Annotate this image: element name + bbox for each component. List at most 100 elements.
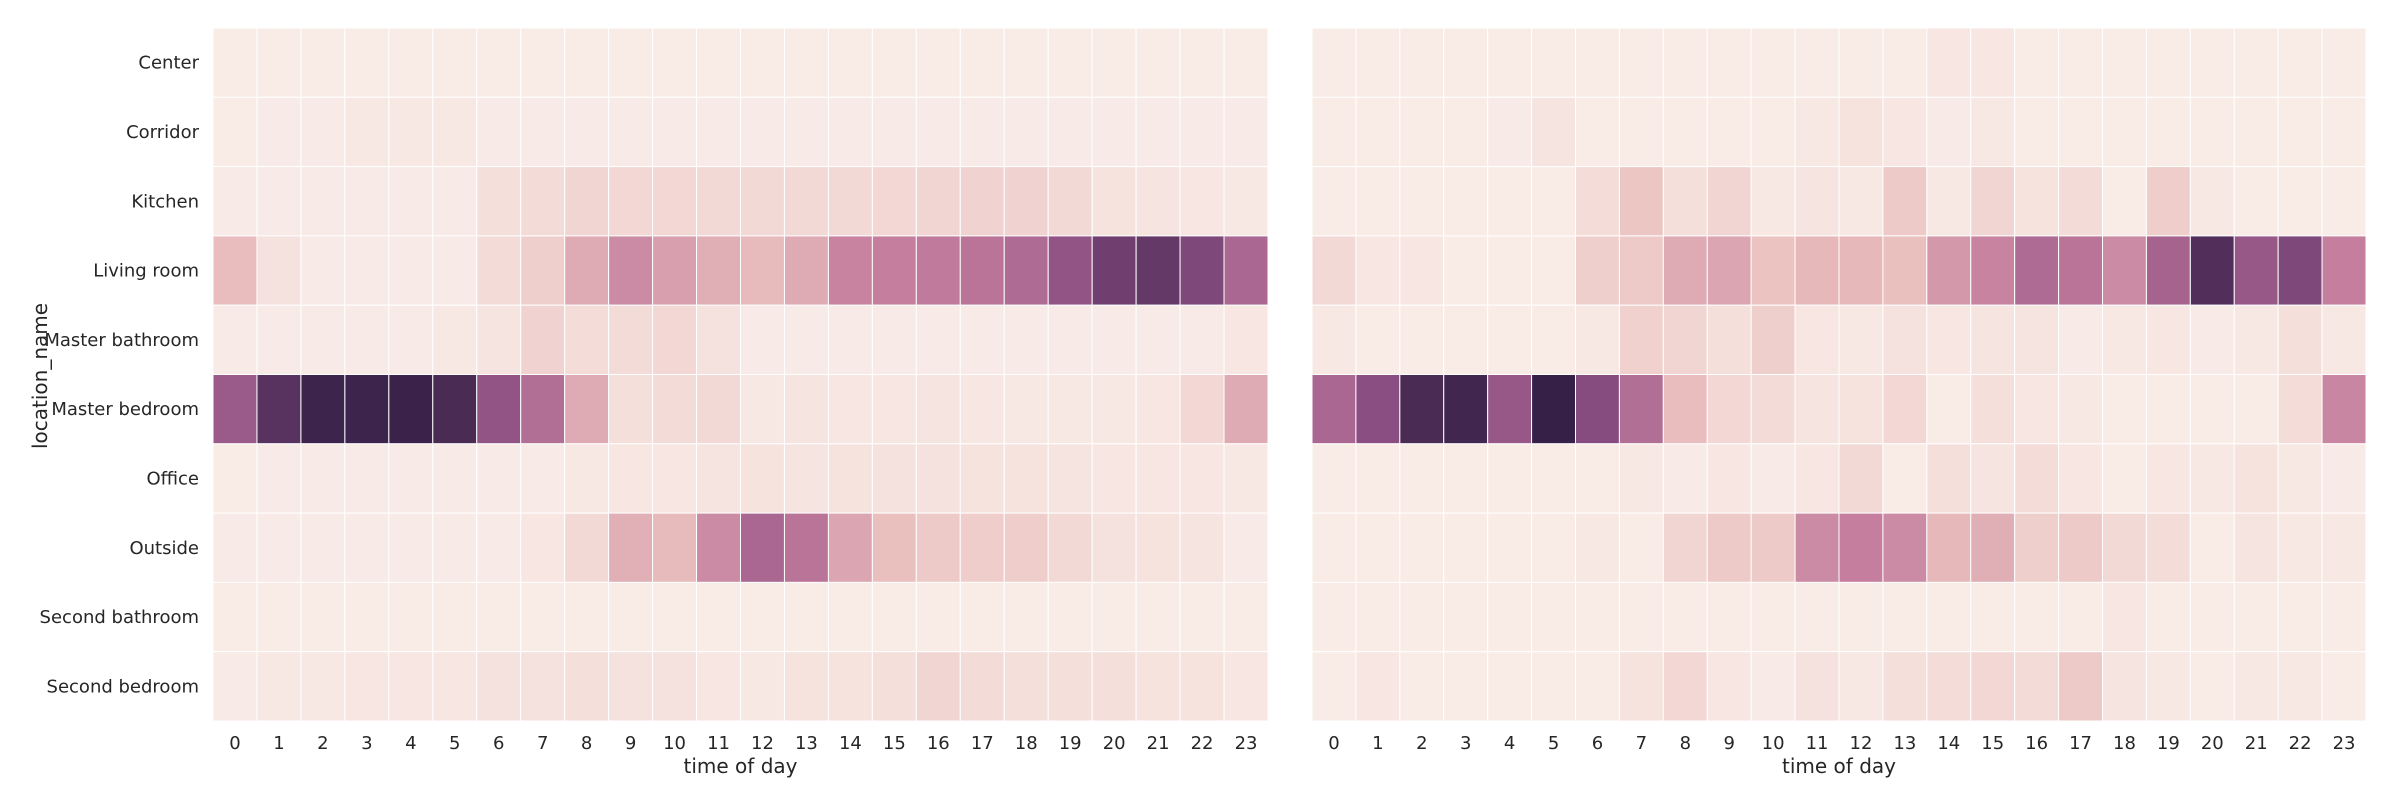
heatmap-cell — [345, 444, 389, 513]
heatmap-cell — [741, 305, 785, 374]
heatmap-cell — [2146, 582, 2190, 651]
heatmap-cell — [1400, 513, 1444, 582]
heatmap-cell — [1312, 375, 1356, 444]
heatmap-cell — [609, 167, 653, 236]
y-tick-label: Living room — [93, 261, 199, 282]
heatmap-cell — [697, 513, 741, 582]
heatmap-cell — [653, 444, 697, 513]
heatmap-cell — [1883, 582, 1927, 651]
heatmap-cell — [2146, 305, 2190, 374]
heatmap-cell — [1532, 513, 1576, 582]
heatmap-cell — [1707, 28, 1751, 97]
heatmap-cell — [213, 444, 257, 513]
x-tick-label: 14 — [839, 733, 862, 754]
heatmap-cell — [784, 375, 828, 444]
heatmap-cell — [1751, 513, 1795, 582]
heatmap-cell — [916, 444, 960, 513]
heatmap-cell — [872, 97, 916, 166]
heatmap-cell — [960, 28, 1004, 97]
heatmap-cell — [916, 236, 960, 305]
heatmap-cell — [433, 305, 477, 374]
heatmap-cell — [433, 97, 477, 166]
heatmap-cell — [2015, 236, 2059, 305]
heatmap-cell — [784, 167, 828, 236]
heatmap-cell — [1707, 375, 1751, 444]
x-tick-label: 21 — [2245, 733, 2268, 754]
heatmap-cell — [2103, 236, 2147, 305]
heatmap-cell — [213, 375, 257, 444]
heatmap-cell — [433, 444, 477, 513]
heatmap-cell — [1883, 167, 1927, 236]
heatmap-cell — [1488, 652, 1532, 721]
heatmap-cell — [1048, 28, 1092, 97]
heatmap-cell — [2190, 444, 2234, 513]
heatmap-cell — [2059, 236, 2103, 305]
heatmap-cell — [828, 28, 872, 97]
heatmap-cell — [1400, 97, 1444, 166]
heatmap-cell — [916, 582, 960, 651]
x-tick-label: 13 — [1893, 733, 1916, 754]
heatmap-cell — [1532, 444, 1576, 513]
heatmap-cell — [345, 652, 389, 721]
x-tick-label: 5 — [1548, 733, 1559, 754]
heatmap-cell — [2015, 97, 2059, 166]
heatmap-cell — [1619, 444, 1663, 513]
heatmap-cell — [2322, 375, 2366, 444]
heatmap-cell — [2190, 513, 2234, 582]
heatmap-cell — [1663, 97, 1707, 166]
heatmap-cell — [301, 652, 345, 721]
heatmap-cell — [1576, 236, 1620, 305]
heatmap-cell — [1092, 167, 1136, 236]
heatmap-cell — [1004, 236, 1048, 305]
heatmap-cell — [1356, 375, 1400, 444]
heatmap-cell — [433, 28, 477, 97]
heatmap-cell — [1971, 305, 2015, 374]
heatmap-cell — [1663, 582, 1707, 651]
heatmap-cell — [1619, 236, 1663, 305]
x-axis-label: time of day — [1782, 754, 1896, 778]
y-tick-label: Kitchen — [131, 191, 199, 212]
heatmap-cell — [1663, 513, 1707, 582]
heatmap-cell — [784, 444, 828, 513]
heatmap-cell — [1751, 97, 1795, 166]
heatmap-cell — [1444, 444, 1488, 513]
heatmap-cell — [697, 305, 741, 374]
heatmap-cell — [2059, 652, 2103, 721]
heatmap-cell — [916, 652, 960, 721]
heatmap-cell — [1927, 444, 1971, 513]
heatmap-cell — [960, 167, 1004, 236]
heatmap-cell — [477, 167, 521, 236]
heatmap-cell — [1224, 513, 1268, 582]
heatmap-cell — [828, 375, 872, 444]
heatmap-cell — [477, 513, 521, 582]
heatmap-cell — [1224, 652, 1268, 721]
heatmap-cell — [1751, 444, 1795, 513]
heatmap-cell — [2146, 375, 2190, 444]
heatmap-cell — [916, 28, 960, 97]
heatmap-cell — [433, 167, 477, 236]
heatmap-cell — [477, 444, 521, 513]
x-tick-label: 22 — [1191, 733, 1214, 754]
heatmap-cell — [477, 652, 521, 721]
heatmap-cell — [2234, 444, 2278, 513]
heatmap-cell — [1004, 28, 1048, 97]
heatmap-cell — [2059, 375, 2103, 444]
x-tick-label: 10 — [663, 733, 686, 754]
heatmap-cell — [1444, 97, 1488, 166]
heatmap-cell — [1532, 582, 1576, 651]
heatmap-cell — [521, 28, 565, 97]
heatmap-cell — [1795, 513, 1839, 582]
x-tick-label: 19 — [1059, 733, 1082, 754]
x-tick-label: 16 — [2025, 733, 2048, 754]
heatmap-cell — [828, 97, 872, 166]
heatmap-cell — [2015, 305, 2059, 374]
heatmap-cell — [1532, 28, 1576, 97]
heatmap-cell — [872, 167, 916, 236]
heatmap-cell — [1619, 167, 1663, 236]
heatmap-cell — [521, 513, 565, 582]
heatmap-cell — [1048, 444, 1092, 513]
heatmap-cell — [213, 513, 257, 582]
heatmap-cell — [1004, 652, 1048, 721]
y-tick-label: Corridor — [126, 122, 200, 143]
heatmap-cell — [741, 167, 785, 236]
